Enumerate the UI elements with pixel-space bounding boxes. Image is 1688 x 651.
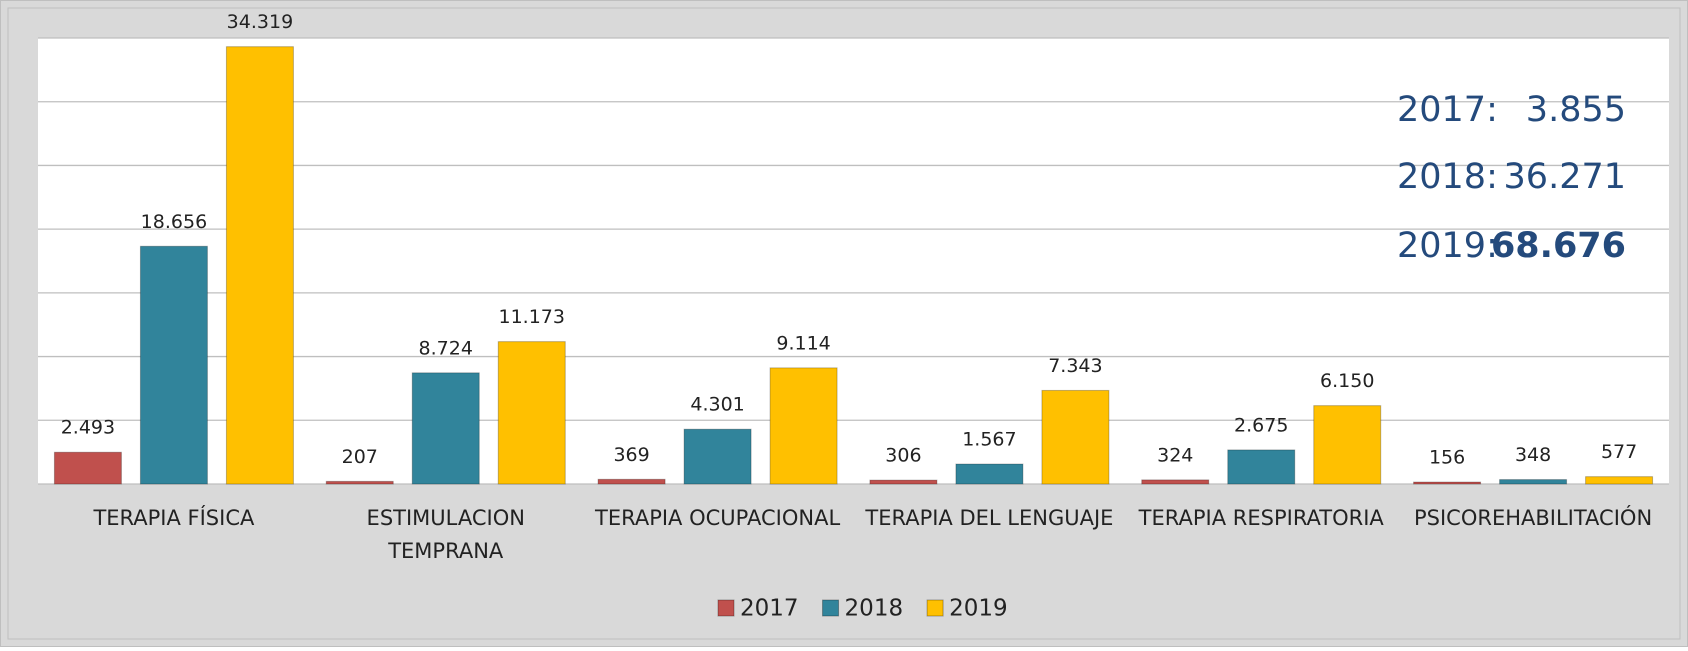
bar: [1141, 479, 1210, 485]
data-label: 9.114: [776, 332, 830, 354]
legend-label: 2019: [949, 596, 1008, 622]
bar: [683, 428, 752, 485]
annotation-label: 2017:: [1397, 90, 1498, 130]
data-label: 7.343: [1048, 355, 1102, 377]
data-label: 324: [1157, 444, 1193, 466]
bar: [225, 46, 294, 485]
data-label: 6.150: [1320, 370, 1374, 392]
bar: [1499, 479, 1568, 485]
bar: [597, 478, 666, 485]
bar: [139, 245, 208, 485]
annotation-value: 68.676: [1491, 226, 1626, 266]
bar: [1041, 389, 1110, 485]
bar: [955, 463, 1024, 485]
data-label: 4.301: [690, 394, 744, 416]
data-label: 369: [613, 444, 649, 466]
bar: [497, 341, 566, 485]
data-label: 11.173: [499, 306, 565, 328]
x-tick-label: TERAPIA OCUPACIONAL: [595, 506, 841, 530]
data-label: 1.567: [962, 429, 1016, 451]
bar: [869, 479, 938, 485]
bar: [769, 367, 838, 485]
data-label: 34.319: [227, 11, 293, 33]
bar: [411, 372, 480, 485]
data-label: 8.724: [419, 337, 473, 359]
data-label: 577: [1601, 441, 1637, 463]
annotation-value: 3.855: [1526, 90, 1626, 130]
bar: [1413, 481, 1482, 485]
x-tick-label: TERAPIA FÍSICA: [93, 506, 255, 530]
bar: [325, 480, 394, 485]
x-tick-label: TERAPIA RESPIRATORIA: [1138, 506, 1384, 530]
data-label: 207: [342, 446, 378, 468]
bar: [1585, 476, 1654, 485]
bar: [1227, 449, 1296, 485]
legend-swatch: [717, 599, 735, 617]
annotation-label: 2018:: [1397, 157, 1498, 197]
data-label: 18.656: [141, 211, 207, 233]
plot-area: [38, 38, 1669, 484]
data-label: 348: [1515, 444, 1551, 466]
data-label: 2.493: [61, 417, 115, 439]
annotation-value: 36.271: [1504, 157, 1626, 197]
annotation-label: 2019:: [1397, 226, 1498, 266]
data-label: 306: [885, 445, 921, 467]
x-tick-label: ESTIMULACION TEMPRANA: [366, 506, 525, 563]
legend-label: 2017: [740, 596, 799, 622]
data-label: 156: [1429, 447, 1465, 469]
x-tick-label: TERAPIA DEL LENGUAJE: [865, 506, 1114, 530]
bar: [1313, 405, 1382, 485]
legend-label: 2018: [845, 596, 904, 622]
legend-swatch: [926, 599, 944, 617]
legend-swatch: [822, 599, 840, 617]
data-label: 2.675: [1234, 414, 1288, 436]
bar: [53, 451, 122, 485]
legend: 2017 2018 2019: [717, 596, 1008, 622]
x-tick-label: PSICOREHABILITACIÓN: [1413, 506, 1653, 530]
